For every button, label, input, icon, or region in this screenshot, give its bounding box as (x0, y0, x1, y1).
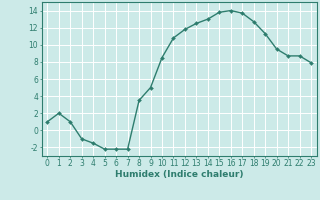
X-axis label: Humidex (Indice chaleur): Humidex (Indice chaleur) (115, 170, 244, 179)
